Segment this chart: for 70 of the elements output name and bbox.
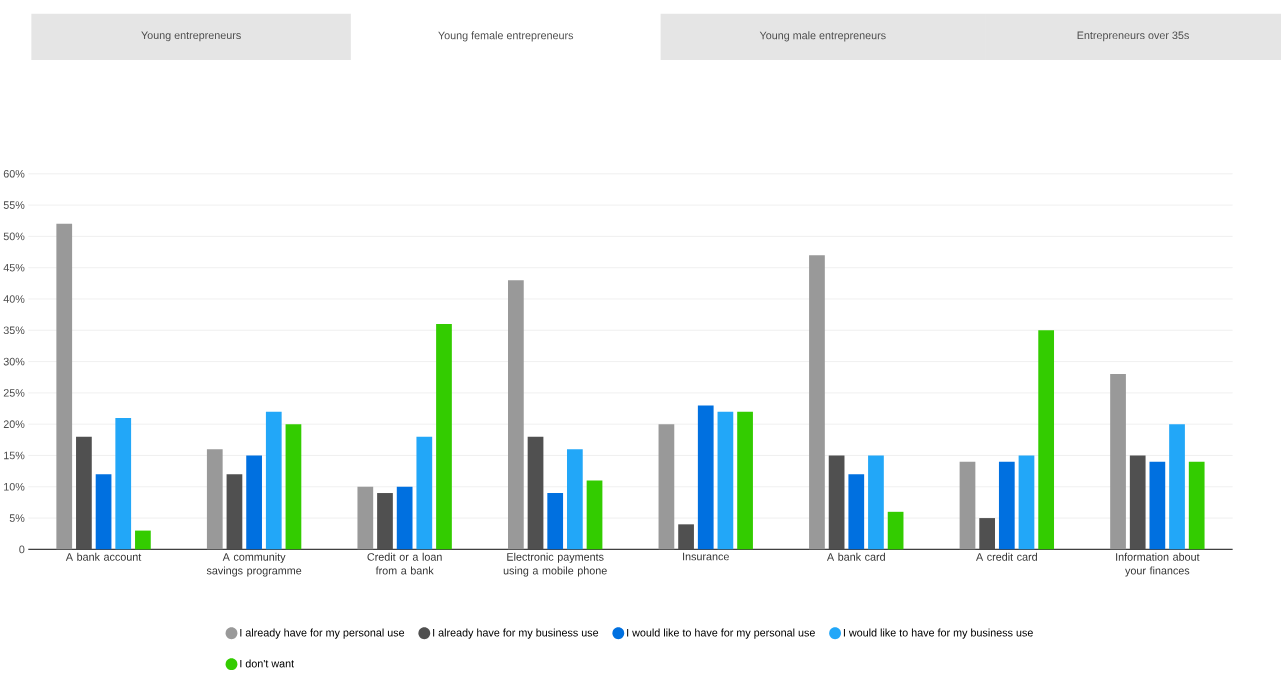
- bar: [115, 418, 132, 550]
- bar: [1018, 455, 1035, 550]
- bar: [586, 480, 603, 550]
- y-tick-label: 20%: [3, 420, 25, 429]
- bar: [1188, 461, 1205, 550]
- bar: [206, 449, 223, 550]
- bar: [828, 455, 845, 550]
- bar: [377, 493, 393, 550]
- x-tick-label: Electronic payments using a mobile phone: [503, 552, 607, 577]
- bar: [508, 280, 524, 550]
- bar: [547, 493, 564, 550]
- y-tick-label: 50%: [3, 232, 25, 241]
- bar: [1169, 424, 1185, 550]
- bar: [848, 474, 865, 550]
- y-tick-label: 25%: [3, 389, 25, 397]
- bar: [567, 449, 583, 550]
- bar: [979, 518, 996, 550]
- text: Young entrepreneurs: [141, 31, 241, 42]
- legend-label: I already have for my business use: [433, 628, 599, 639]
- y-tick-label: 60%: [3, 170, 25, 178]
- y-tick-label: 15%: [4, 451, 25, 460]
- y-tick-label: 40%: [3, 295, 25, 303]
- x-tick-label: A credit card: [976, 552, 1037, 561]
- bar: [1149, 461, 1166, 550]
- legend-label: I would like to have for my personal use: [627, 628, 815, 639]
- bar: [265, 411, 282, 550]
- bar: [95, 474, 112, 550]
- x-tick-label: Insurance: [683, 553, 729, 561]
- y-tick-label: 35%: [3, 326, 25, 335]
- bar: [1038, 330, 1055, 550]
- bar: [1129, 455, 1146, 550]
- y-tick-label: 55%: [3, 201, 25, 210]
- bar: [697, 405, 714, 550]
- y-tick-label: 0: [19, 545, 25, 554]
- bar: [246, 455, 262, 550]
- bar: [226, 474, 243, 550]
- y-tick-label: 45%: [3, 264, 25, 272]
- x-tick-label: A community savings programme: [206, 552, 302, 577]
- x-tick-label: A bank card: [826, 552, 885, 561]
- bar: [76, 436, 92, 550]
- x-tick-label: Information about your finances: [1116, 552, 1200, 577]
- bar: [135, 530, 151, 550]
- bar: [717, 411, 734, 550]
- bar: [809, 255, 825, 550]
- bar: [998, 461, 1015, 550]
- bar: [658, 424, 675, 550]
- bar: [959, 461, 976, 550]
- bar: [527, 436, 544, 550]
- bar: [285, 424, 302, 550]
- text: Young male entrepreneurs: [759, 31, 886, 42]
- x-tick-label: A bank account: [65, 552, 142, 561]
- x-tick-label: Credit or a loan from a bank: [367, 552, 442, 575]
- legend-label: I already have for my personal use: [240, 628, 405, 639]
- text: Entrepreneurs over 35s: [1077, 31, 1189, 42]
- bar: [416, 436, 433, 550]
- y-tick-label: 5%: [9, 514, 25, 523]
- bar: [357, 486, 374, 550]
- y-tick-label: 30%: [3, 357, 25, 366]
- bar: [868, 455, 884, 550]
- bar: [396, 486, 413, 550]
- bar: [1110, 374, 1126, 550]
- y-tick-label: 10%: [4, 483, 25, 491]
- legend-label: I don't want: [240, 659, 295, 668]
- bar: [56, 224, 73, 550]
- legend-label: I would like to have for my business use: [843, 628, 1033, 639]
- bar: [678, 524, 694, 550]
- bar: [737, 411, 753, 550]
- text: Young female entrepreneurs: [438, 31, 574, 42]
- bar: [887, 511, 904, 550]
- bar: [436, 324, 452, 550]
